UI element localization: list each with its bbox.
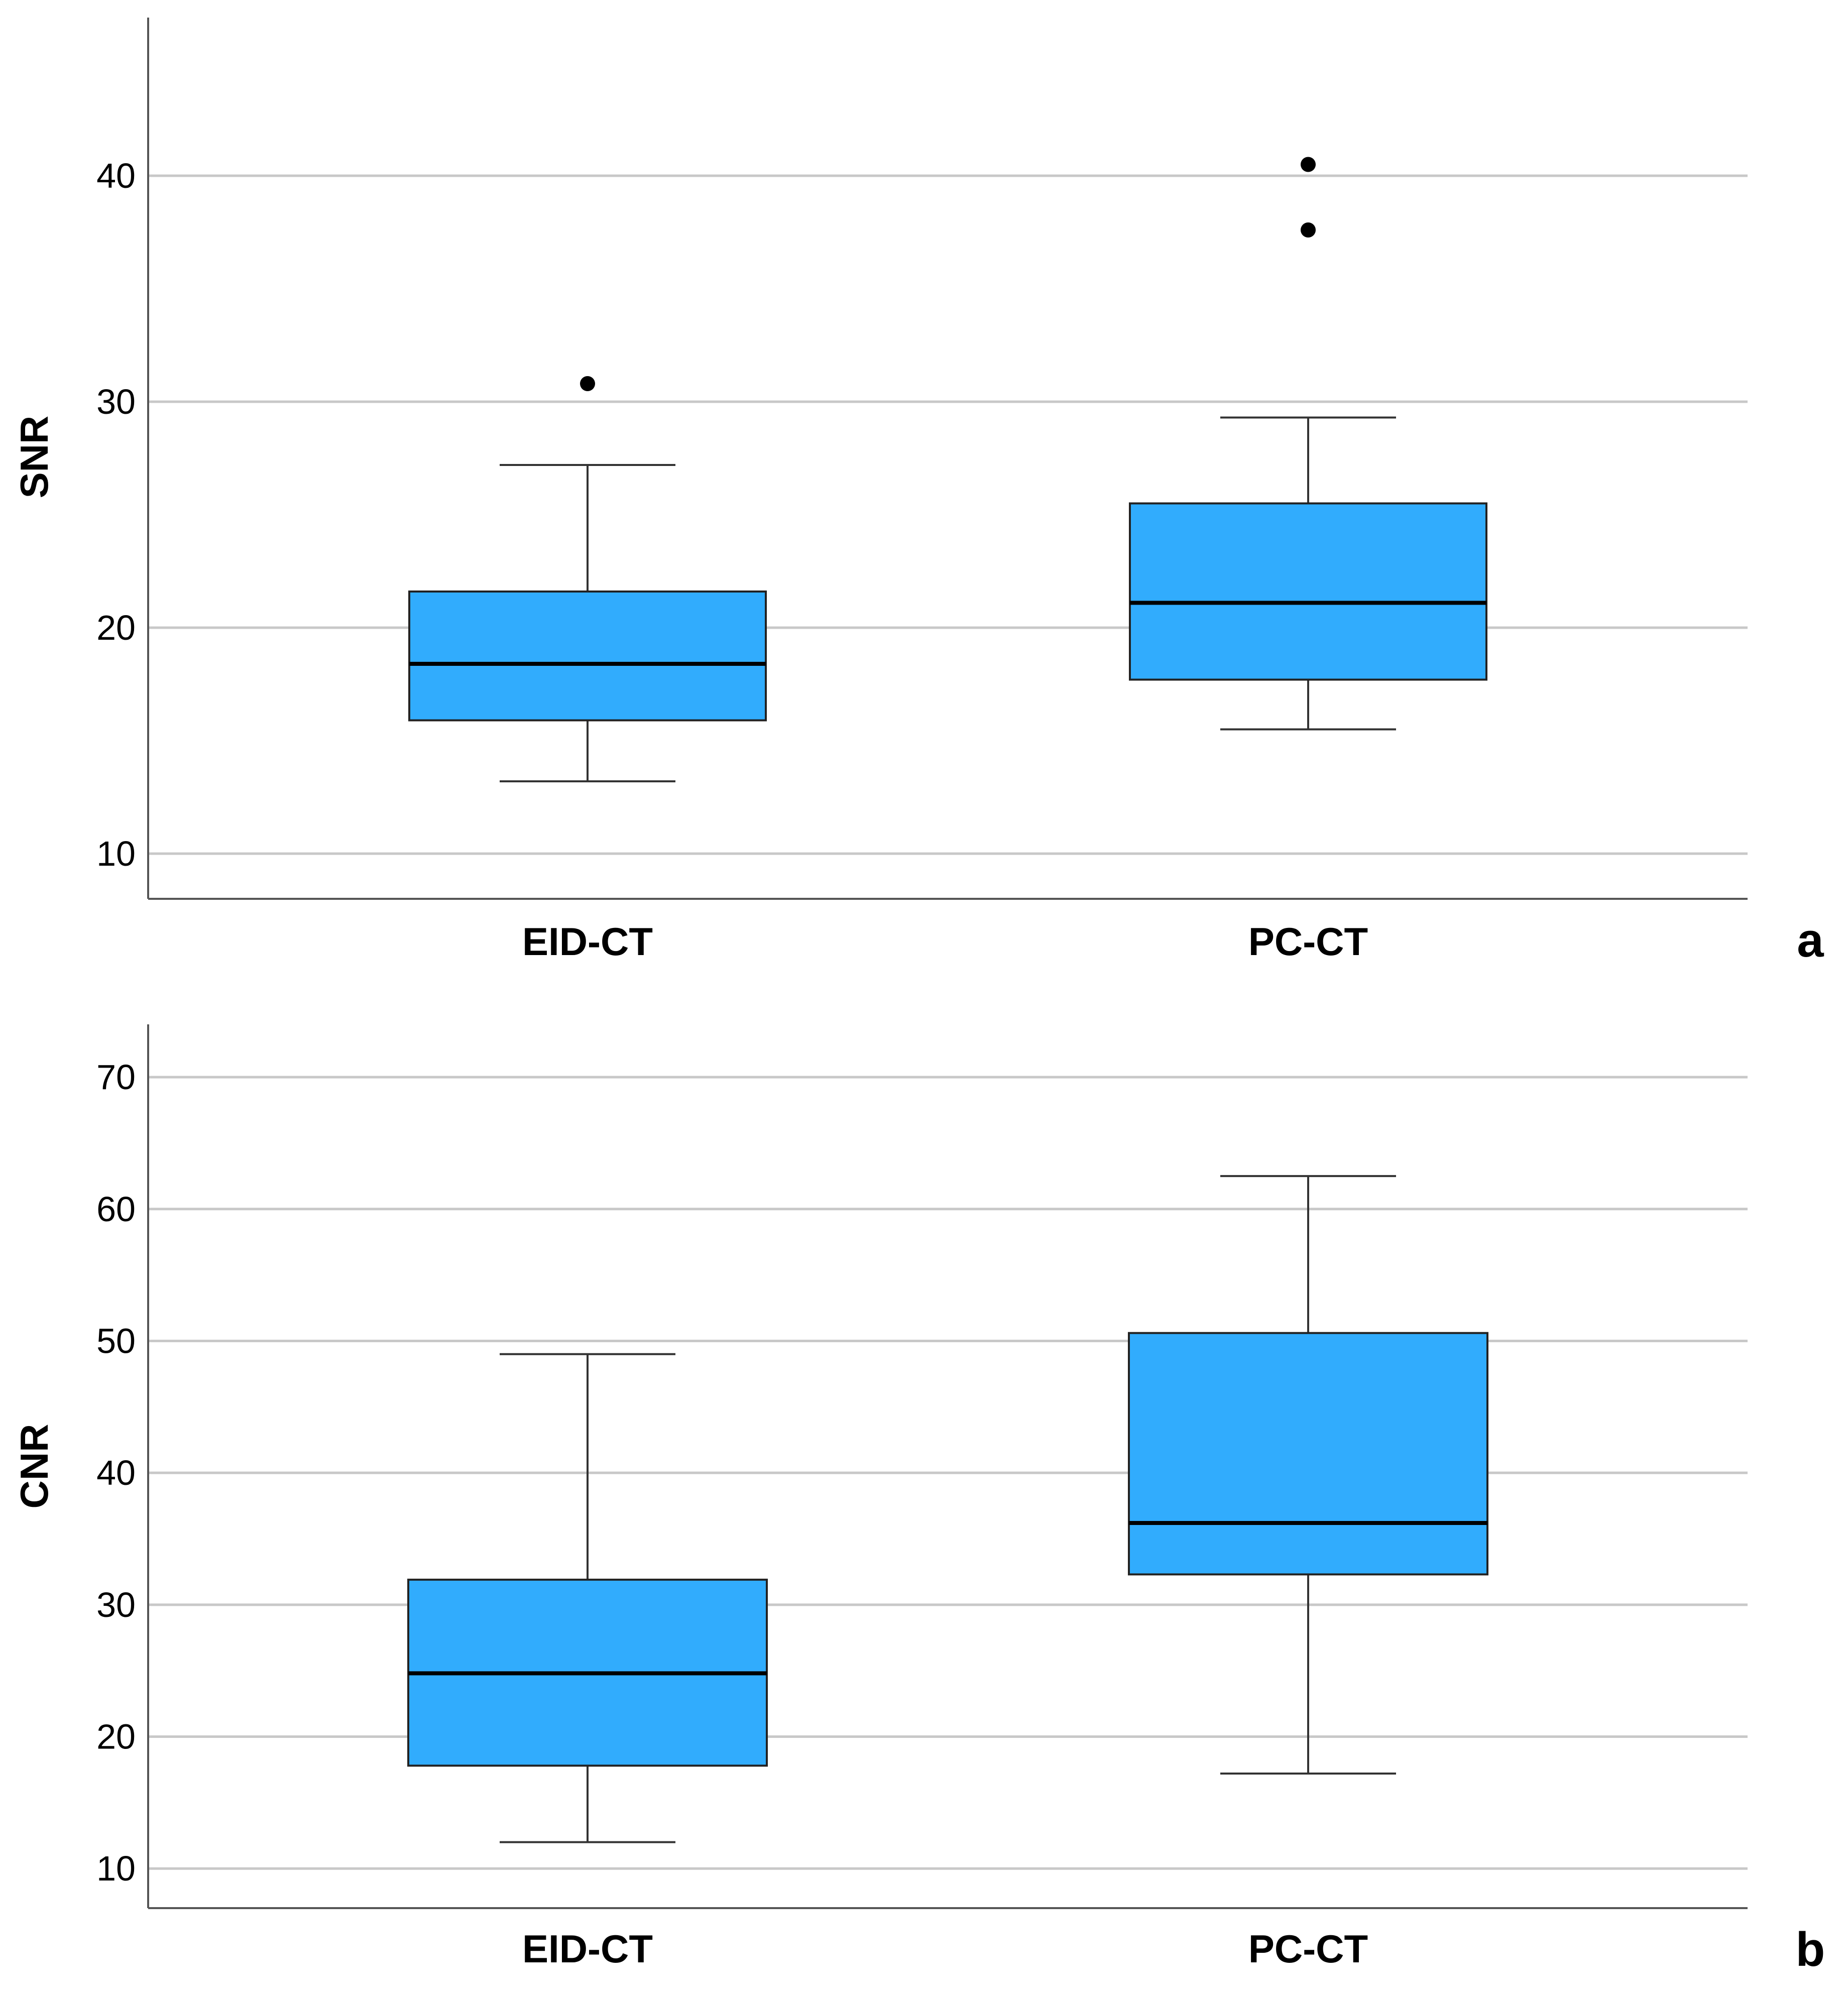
outlier-point <box>1301 157 1316 172</box>
y-tick-label: 40 <box>96 156 136 195</box>
y-tick-label: 40 <box>96 1453 136 1492</box>
y-tick-label: 20 <box>96 1717 136 1756</box>
iqr-box <box>1129 502 1487 681</box>
panel-a-snr: SNR a EID-CT PC-CT 10 20 30 40 <box>12 18 1824 967</box>
y-tick-label: 10 <box>96 834 136 873</box>
panel-b-cnr: CNR b EID-CT PC-CT 10 20 30 40 50 60 70 <box>12 1024 1825 1976</box>
iqr-box <box>408 591 767 722</box>
category-label-pc-ct: PC-CT <box>1248 919 1368 964</box>
box-eid-ct <box>407 1353 768 1843</box>
category-label-eid-ct: EID-CT <box>522 1927 653 1971</box>
y-tick-label: 70 <box>96 1057 136 1097</box>
outlier-point <box>1301 222 1316 238</box>
box-eid-ct <box>408 376 767 782</box>
outlier-point <box>580 376 595 391</box>
category-label-eid-ct: EID-CT <box>522 919 653 964</box>
y-tick-label: 20 <box>96 608 136 647</box>
y-tick-label: 50 <box>96 1321 136 1360</box>
y-tick-label: 30 <box>96 1585 136 1624</box>
y-tick-label: 60 <box>96 1190 136 1229</box>
box-pc-ct <box>1129 157 1487 731</box>
y-axis-label: SNR <box>12 416 56 499</box>
panel-label: a <box>1797 913 1824 967</box>
y-tick-label: 30 <box>96 382 136 421</box>
y-axis-label: CNR <box>12 1424 56 1509</box>
category-label-pc-ct: PC-CT <box>1248 1927 1368 1971</box>
panel-label: b <box>1796 1923 1825 1976</box>
iqr-box <box>1128 1332 1488 1576</box>
y-tick-label: 10 <box>96 1849 136 1888</box>
box-pc-ct <box>1128 1175 1488 1775</box>
